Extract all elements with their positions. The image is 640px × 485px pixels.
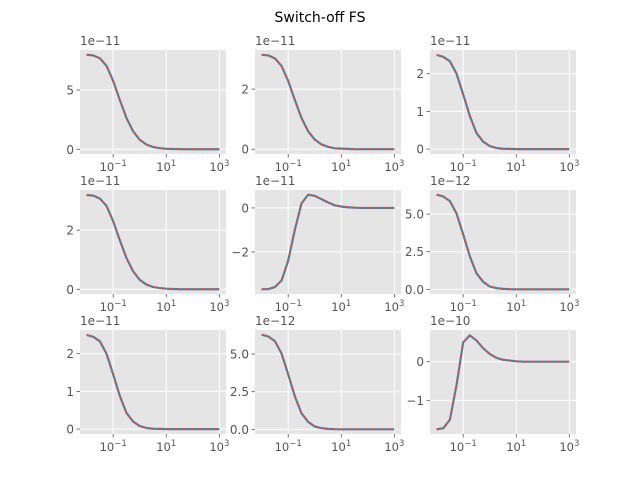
y-tick-label: 5 [66,84,74,98]
y-offset-label: 1e−11 [80,314,120,328]
plot-area [80,190,226,294]
y-tick-label: −1 [406,394,424,408]
y-tick-label: −2 [231,245,249,259]
series-line-dashed [261,193,395,291]
y-tick-label: 5.0 [230,348,249,362]
x-tick-label: 103 [559,299,579,314]
x-tick-label: 101 [156,439,176,454]
y-tick-label: 0 [66,283,74,297]
y-tick-label: 2.5 [230,385,249,399]
series-line-dashed [436,193,570,291]
y-tick-label: 0 [66,423,74,437]
x-tick-label: 101 [156,299,176,314]
x-tick-label: 101 [331,439,351,454]
y-tick-label: 0.0 [230,423,249,437]
y-tick-label: 0.0 [405,283,424,297]
subplot-9: 10−1 101 103 −1 0 1e−10 [406,314,579,454]
x-tick-label: 10−1 [450,159,477,174]
x-tick-label: 103 [559,159,579,174]
y-offset-label: 1e−11 [255,174,295,188]
subplot-7: 10−1 101 103 0 1 2 1e−11 [66,314,229,454]
y-offset-label: 1e−10 [430,314,470,328]
x-tick-label: 101 [506,299,526,314]
x-tick-label: 103 [384,439,404,454]
y-offset-label: 1e−11 [80,34,120,48]
x-tick-label: 10−1 [275,439,302,454]
x-tick-label: 10−1 [275,299,302,314]
subplot-4: 10−1 101 103 0 2 1e−11 [66,174,229,314]
y-tick-label: 2 [66,224,74,238]
x-tick-label: 10−1 [450,299,477,314]
x-tick-label: 101 [156,159,176,174]
figure-title: Switch-off FS [275,10,366,26]
y-tick-label: 2 [241,83,249,97]
series-line-dashed [86,334,220,430]
series-line-dashed [86,53,220,151]
x-tick-label: 103 [559,439,579,454]
y-tick-label: 0 [416,355,424,369]
x-tick-label: 103 [384,159,404,174]
x-tick-label: 103 [384,299,404,314]
y-tick-label: 1 [416,105,424,119]
x-tick-label: 101 [506,159,526,174]
y-tick-label: 1 [66,385,74,399]
x-tick-label: 10−1 [450,439,477,454]
y-tick-label: 2 [416,67,424,81]
x-tick-label: 101 [506,439,526,454]
y-tick-label: 0 [241,143,249,157]
subplot-6: 10−1 101 103 0.0 2.5 5.0 1e−12 [405,174,579,314]
y-offset-label: 1e−12 [430,174,470,188]
subplot-5: 10−1 101 103 −2 0 1e−11 [231,174,404,314]
subplot-2: 10−1 101 103 0 2 1e−11 [241,34,404,174]
y-tick-label: 5.0 [405,208,424,222]
plot-area [255,50,401,154]
y-tick-label: 0 [66,143,74,157]
y-tick-label: 0 [416,143,424,157]
y-tick-label: 2 [66,347,74,361]
x-tick-label: 10−1 [275,159,302,174]
y-offset-label: 1e−11 [80,174,120,188]
series-line-dashed [436,334,570,431]
plot-area [80,50,226,154]
y-offset-label: 1e−11 [430,34,470,48]
y-offset-label: 1e−11 [255,34,295,48]
x-tick-label: 10−1 [100,299,127,314]
x-tick-label: 103 [209,439,229,454]
x-tick-label: 10−1 [100,439,127,454]
y-tick-label: 2.5 [405,245,424,259]
series-line-dashed [261,333,395,431]
plot-area [255,190,401,294]
x-tick-label: 101 [331,299,351,314]
series-line-dashed [261,54,395,150]
x-tick-label: 101 [331,159,351,174]
subplot-3: 10−1 101 103 0 1 2 1e−11 [416,34,579,174]
x-tick-label: 103 [209,299,229,314]
subplot-1: 10−1 101 103 0 5 1e−11 [66,34,229,174]
y-offset-label: 1e−12 [255,314,295,328]
y-tick-label: 0 [241,201,249,215]
series-line-dashed [436,54,570,150]
plot-area [430,330,576,434]
x-tick-label: 10−1 [100,159,127,174]
subplot-8: 10−1 101 103 0.0 2.5 5.0 1e−12 [230,314,404,454]
series-line-dashed [86,194,220,291]
x-tick-label: 103 [209,159,229,174]
